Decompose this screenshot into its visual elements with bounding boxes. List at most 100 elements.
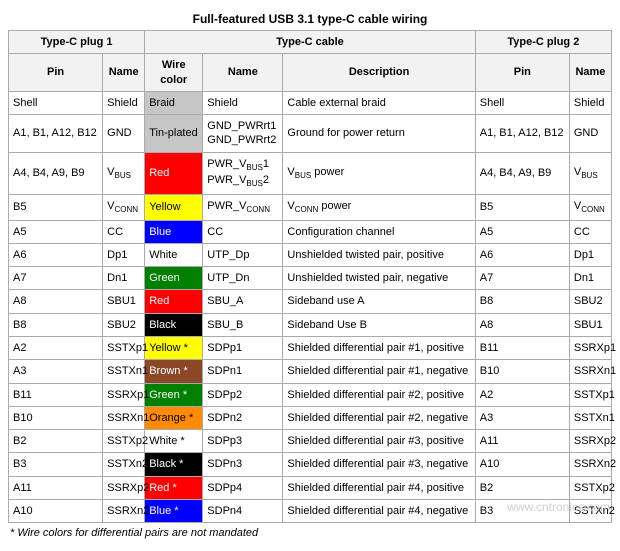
plug2-name: SSTXp1 (569, 383, 611, 406)
plug1-pin: B8 (9, 313, 103, 336)
table-row: A2SSTXp1Yellow *SDPp1Shielded differenti… (9, 337, 612, 360)
column-header-row: Pin Name Wire color Name Description Pin… (9, 54, 612, 92)
plug1-pin: B11 (9, 383, 103, 406)
plug1-pin: A8 (9, 290, 103, 313)
plug1-name: SSRXp1 (103, 383, 145, 406)
cable-name: UTP_Dn (203, 267, 283, 290)
cable-name: PWR_VCONN (203, 194, 283, 220)
plug1-name: GND (103, 115, 145, 153)
wire-color-swatch: Green (145, 267, 203, 290)
plug1-name: Dp1 (103, 243, 145, 266)
plug2-name: Shield (569, 91, 611, 114)
description: Shielded differential pair #4, positive (283, 476, 475, 499)
table-row: A5CCBlueCCConfiguration channelA5CC (9, 220, 612, 243)
table-row: A4, B4, A9, B9VBUSRedPWR_VBUS1PWR_VBUS2V… (9, 152, 612, 194)
plug2-name: GND (569, 115, 611, 153)
hdr-plug1-name: Name (103, 54, 145, 92)
table-row: A1, B1, A12, B12GNDTin-platedGND_PWRrt1G… (9, 115, 612, 153)
plug1-name: SSTXn1 (103, 360, 145, 383)
plug2-pin: A7 (475, 267, 569, 290)
cable-name: SDPn1 (203, 360, 283, 383)
table-row: B10SSRXn1Orange *SDPn2Shielded different… (9, 406, 612, 429)
plug2-pin: B10 (475, 360, 569, 383)
page-title: Full-featured USB 3.1 type-C cable wirin… (8, 8, 612, 30)
plug2-name: SBU1 (569, 313, 611, 336)
table-row: A3SSTXn1Brown *SDPn1Shielded differentia… (9, 360, 612, 383)
plug2-name: SSRXn2 (569, 453, 611, 476)
hdr-description: Description (283, 54, 475, 92)
plug2-name: VBUS (569, 152, 611, 194)
wire-color-swatch: White (145, 243, 203, 266)
group-plug2: Type-C plug 2 (475, 31, 611, 54)
plug1-pin: A1, B1, A12, B12 (9, 115, 103, 153)
cable-name: PWR_VBUS1PWR_VBUS2 (203, 152, 283, 194)
table-row: A10SSRXn2Blue *SDPn4Shielded differentia… (9, 500, 612, 523)
plug2-name: SSTXn2 (569, 500, 611, 523)
wire-color-swatch: Yellow (145, 194, 203, 220)
description: Sideband use A (283, 290, 475, 313)
plug2-name: Dp1 (569, 243, 611, 266)
group-plug1: Type-C plug 1 (9, 31, 145, 54)
plug1-name: SBU2 (103, 313, 145, 336)
description: VCONN power (283, 194, 475, 220)
plug2-pin: A11 (475, 430, 569, 453)
hdr-wire-color: Wire color (145, 54, 203, 92)
plug1-pin: A7 (9, 267, 103, 290)
wire-color-swatch: Tin-plated (145, 115, 203, 153)
table-row: B3SSTXn2Black *SDPn3Shielded differentia… (9, 453, 612, 476)
plug1-pin: A10 (9, 500, 103, 523)
plug1-name: Dn1 (103, 267, 145, 290)
plug2-name: SSRXp1 (569, 337, 611, 360)
description: VBUS power (283, 152, 475, 194)
plug2-pin: A8 (475, 313, 569, 336)
plug1-name: SSRXp2 (103, 476, 145, 499)
hdr-plug2-name: Name (569, 54, 611, 92)
plug1-name: SSRXn1 (103, 406, 145, 429)
plug2-pin: B8 (475, 290, 569, 313)
cable-name: CC (203, 220, 283, 243)
cable-name: SDPp1 (203, 337, 283, 360)
plug2-pin: A1, B1, A12, B12 (475, 115, 569, 153)
cable-name: SBU_B (203, 313, 283, 336)
plug1-name: VCONN (103, 194, 145, 220)
plug2-pin: A3 (475, 406, 569, 429)
plug1-pin: A4, B4, A9, B9 (9, 152, 103, 194)
table-row: A8SBU1RedSBU_ASideband use AB8SBU2 (9, 290, 612, 313)
cable-name: UTP_Dp (203, 243, 283, 266)
group-header-row: Type-C plug 1 Type-C cable Type-C plug 2 (9, 31, 612, 54)
description: Shielded differential pair #2, negative (283, 406, 475, 429)
wire-color-swatch: Red (145, 152, 203, 194)
wire-color-swatch: Green * (145, 383, 203, 406)
table-row: B11SSRXp1Green *SDPp2Shielded differenti… (9, 383, 612, 406)
description: Cable external braid (283, 91, 475, 114)
description: Shielded differential pair #3, negative (283, 453, 475, 476)
wire-color-swatch: Brown * (145, 360, 203, 383)
table-body: ShellShieldBraidShieldCable external bra… (9, 91, 612, 522)
footnote: * Wire colors for differential pairs are… (8, 523, 612, 543)
plug1-pin: Shell (9, 91, 103, 114)
plug1-pin: B3 (9, 453, 103, 476)
cable-name: Shield (203, 91, 283, 114)
plug2-name: SBU2 (569, 290, 611, 313)
description: Shielded differential pair #1, negative (283, 360, 475, 383)
wire-color-swatch: White * (145, 430, 203, 453)
plug1-name: CC (103, 220, 145, 243)
plug2-name: SSRXp2 (569, 430, 611, 453)
plug2-name: SSRXn1 (569, 360, 611, 383)
table-row: A11SSRXp2Red *SDPp4Shielded differential… (9, 476, 612, 499)
wire-color-swatch: Black (145, 313, 203, 336)
plug2-pin: B3 (475, 500, 569, 523)
plug1-name: VBUS (103, 152, 145, 194)
plug1-pin: A11 (9, 476, 103, 499)
plug2-pin: A4, B4, A9, B9 (475, 152, 569, 194)
plug2-pin: A5 (475, 220, 569, 243)
plug1-name: SBU1 (103, 290, 145, 313)
cable-name: SDPp4 (203, 476, 283, 499)
cable-name: SDPn4 (203, 500, 283, 523)
wire-color-swatch: Orange * (145, 406, 203, 429)
plug2-name: Dn1 (569, 267, 611, 290)
cable-name: SDPp2 (203, 383, 283, 406)
description: Shielded differential pair #2, positive (283, 383, 475, 406)
plug1-name: SSTXp1 (103, 337, 145, 360)
wire-color-swatch: Blue (145, 220, 203, 243)
